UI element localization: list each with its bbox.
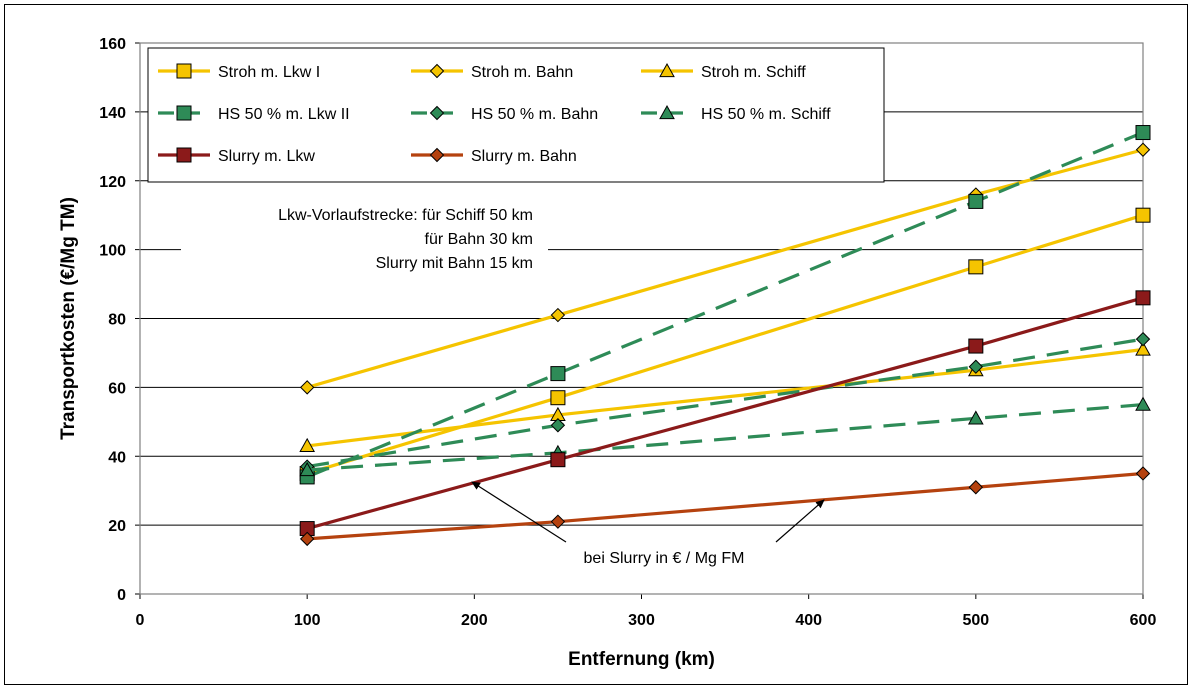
data-point (299, 437, 316, 453)
series-line (306, 213, 1144, 476)
series-6 (299, 290, 1151, 537)
x-tick-label: 300 (628, 612, 655, 629)
legend-marker (176, 105, 192, 121)
legend-box (147, 47, 885, 183)
series-line (307, 471, 1144, 541)
data-point (1135, 341, 1151, 356)
data-point (1135, 290, 1151, 306)
x-tick-labels: 0 100 200 300 400 500 600 (136, 612, 1157, 629)
data-point (1135, 396, 1151, 411)
legend-marker (429, 147, 445, 163)
y-tick-label: 120 (99, 174, 126, 191)
data-point (299, 380, 315, 395)
legend-marker (429, 105, 445, 121)
data-point (968, 259, 984, 275)
legend-label: HS 50 % m. Lkw II (218, 106, 350, 123)
legend-label: HS 50 % m. Schiff (701, 106, 831, 123)
legend-label: Slurry m. Bahn (471, 148, 577, 165)
y-tick-labels: 0 20 40 60 80 100 120 140 160 (99, 36, 126, 604)
legend-entry: Slurry m. Bahn (411, 147, 577, 165)
data-point (1135, 142, 1151, 157)
data-point (550, 418, 566, 433)
legend-marker (176, 147, 192, 163)
data-point (968, 193, 984, 209)
x-tick-label: 400 (795, 612, 822, 629)
data-point (967, 410, 984, 425)
legend-marker (659, 62, 675, 78)
series-line (306, 347, 1144, 448)
x-tick-label: 0 (136, 612, 145, 629)
annotation-note: Lkw-Vorlaufstrecke: für Schiff 50 km für … (181, 200, 548, 280)
y-tick-label: 140 (99, 105, 126, 122)
legend-entry: Stroh m. Schiff (641, 62, 806, 81)
note-line: Slurry mit Bahn 15 km (376, 255, 533, 272)
y-tick-label: 20 (108, 518, 126, 535)
legend-entry: HS 50 % m. Lkw II (158, 105, 350, 123)
series-line (307, 402, 1144, 472)
data-point (299, 461, 316, 477)
y-tick-label: 0 (117, 587, 126, 604)
data-point (1135, 331, 1151, 347)
annotation-arrow (471, 481, 567, 543)
legend-entry: Stroh m. Bahn (411, 63, 573, 81)
data-point (299, 531, 315, 547)
legend-label: Stroh m. Lkw I (218, 64, 320, 81)
legend-entry: Slurry m. Lkw (158, 147, 315, 165)
x-tick-label: 100 (294, 612, 321, 629)
legend-label: Slurry m. Lkw (218, 148, 315, 165)
slurry-annotation: bei Slurry in € / Mg FM (471, 481, 825, 567)
data-point (550, 366, 566, 382)
annotation-arrow (775, 499, 825, 543)
series-line (306, 337, 1144, 469)
series-line (306, 148, 1144, 389)
legend-label: Stroh m. Bahn (471, 64, 573, 81)
data-point (968, 359, 984, 374)
legend-entry: Stroh m. Lkw I (158, 63, 320, 81)
legend-label: HS 50 % m. Bahn (471, 106, 598, 123)
legend-marker (176, 63, 192, 79)
data-point (1135, 125, 1151, 141)
series-layer (299, 125, 1151, 547)
series-4 (299, 331, 1151, 474)
series-7 (299, 466, 1151, 547)
legend-marker (429, 63, 445, 79)
legend: Stroh m. Lkw I Stroh m. Bahn Stroh m. Schi… (147, 47, 885, 183)
y-axis-title: Transportkosten (€/Mg TM) (58, 197, 79, 440)
legend-label: Stroh m. Schiff (701, 64, 806, 81)
x-tick-label: 500 (962, 612, 989, 629)
note-background (181, 200, 548, 280)
x-tick-label: 200 (461, 612, 488, 629)
data-point (550, 390, 566, 406)
note-line: für Bahn 30 km (425, 231, 534, 248)
data-point (550, 514, 566, 529)
data-point (1135, 207, 1151, 223)
legend-entry: HS 50 % m. Schiff (641, 104, 831, 123)
note-line: Lkw-Vorlaufstrecke: für Schiff 50 km (278, 207, 533, 224)
x-axis-title: Entfernung (km) (568, 649, 715, 670)
y-tick-label: 100 (99, 243, 126, 260)
data-point (550, 307, 566, 323)
legend-entry: HS 50 % m. Bahn (411, 105, 598, 123)
x-tick-label: 600 (1130, 612, 1157, 629)
data-point (968, 338, 984, 354)
y-tick-label: 60 (108, 380, 126, 397)
plot-area (139, 42, 1144, 595)
data-point (1135, 466, 1151, 481)
legend-marker (659, 104, 675, 120)
y-tick-label: 160 (99, 36, 126, 53)
data-point (968, 480, 984, 495)
y-tick-label: 80 (108, 312, 126, 329)
series-line (306, 131, 1144, 479)
series-line (306, 296, 1144, 531)
data-point (550, 452, 566, 468)
y-tick-label: 40 (108, 449, 126, 466)
annotation-label: bei Slurry in € / Mg FM (584, 550, 745, 567)
